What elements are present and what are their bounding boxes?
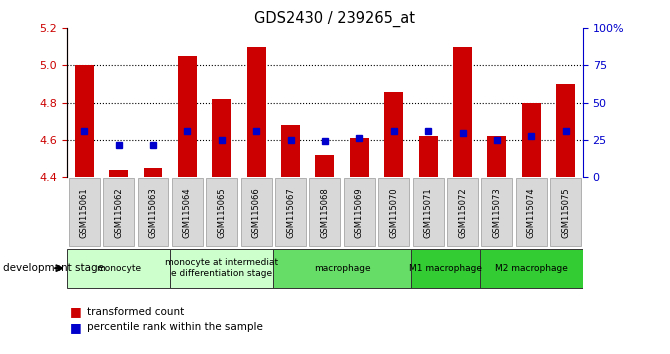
FancyBboxPatch shape <box>310 178 340 246</box>
FancyBboxPatch shape <box>516 178 547 246</box>
FancyBboxPatch shape <box>413 178 444 246</box>
Bar <box>419 136 438 177</box>
FancyBboxPatch shape <box>170 249 273 288</box>
Text: GSM115064: GSM115064 <box>183 187 192 238</box>
FancyBboxPatch shape <box>379 178 409 246</box>
Bar <box>212 99 231 177</box>
Bar <box>316 155 334 177</box>
FancyBboxPatch shape <box>482 178 513 246</box>
FancyBboxPatch shape <box>550 178 581 246</box>
Bar <box>488 136 507 177</box>
Text: ■: ■ <box>70 321 82 334</box>
Text: ■: ■ <box>70 305 82 318</box>
Bar <box>109 170 128 177</box>
FancyBboxPatch shape <box>241 178 271 246</box>
FancyBboxPatch shape <box>447 178 478 246</box>
FancyBboxPatch shape <box>273 249 411 288</box>
Bar <box>178 56 197 177</box>
Bar <box>143 168 162 177</box>
FancyBboxPatch shape <box>411 249 480 288</box>
Bar <box>281 125 300 177</box>
Text: GSM115062: GSM115062 <box>114 187 123 238</box>
FancyBboxPatch shape <box>103 178 134 246</box>
Text: GSM115072: GSM115072 <box>458 187 467 238</box>
Text: GSM115075: GSM115075 <box>561 187 570 238</box>
Text: GSM115066: GSM115066 <box>252 187 261 238</box>
Text: monocyte: monocyte <box>96 264 141 273</box>
Bar <box>453 47 472 177</box>
Text: percentile rank within the sample: percentile rank within the sample <box>87 322 263 332</box>
Bar <box>350 138 368 177</box>
FancyBboxPatch shape <box>480 249 583 288</box>
Text: GSM115061: GSM115061 <box>80 187 88 238</box>
Text: GSM115073: GSM115073 <box>492 187 501 238</box>
Text: GSM115069: GSM115069 <box>355 187 364 238</box>
Text: GSM115071: GSM115071 <box>423 187 433 238</box>
Text: GSM115068: GSM115068 <box>320 187 330 238</box>
Bar <box>247 47 265 177</box>
FancyBboxPatch shape <box>137 178 168 246</box>
Text: GDS2430 / 239265_at: GDS2430 / 239265_at <box>255 11 415 27</box>
Bar <box>75 65 94 177</box>
FancyBboxPatch shape <box>344 178 375 246</box>
Text: GSM115063: GSM115063 <box>149 187 157 238</box>
Bar <box>556 84 575 177</box>
FancyBboxPatch shape <box>206 178 237 246</box>
Text: M1 macrophage: M1 macrophage <box>409 264 482 273</box>
Bar <box>522 103 541 177</box>
FancyBboxPatch shape <box>69 178 100 246</box>
FancyBboxPatch shape <box>67 249 170 288</box>
Text: M2 macrophage: M2 macrophage <box>495 264 567 273</box>
FancyBboxPatch shape <box>172 178 203 246</box>
Text: monocyte at intermediat
e differentiation stage: monocyte at intermediat e differentiatio… <box>165 258 278 278</box>
Text: GSM115065: GSM115065 <box>217 187 226 238</box>
Text: GSM115067: GSM115067 <box>286 187 295 238</box>
FancyBboxPatch shape <box>275 178 306 246</box>
Bar <box>385 92 403 177</box>
Text: GSM115074: GSM115074 <box>527 187 536 238</box>
Text: development stage: development stage <box>3 263 105 273</box>
Text: macrophage: macrophage <box>314 264 371 273</box>
Text: transformed count: transformed count <box>87 307 184 316</box>
Text: GSM115070: GSM115070 <box>389 187 398 238</box>
